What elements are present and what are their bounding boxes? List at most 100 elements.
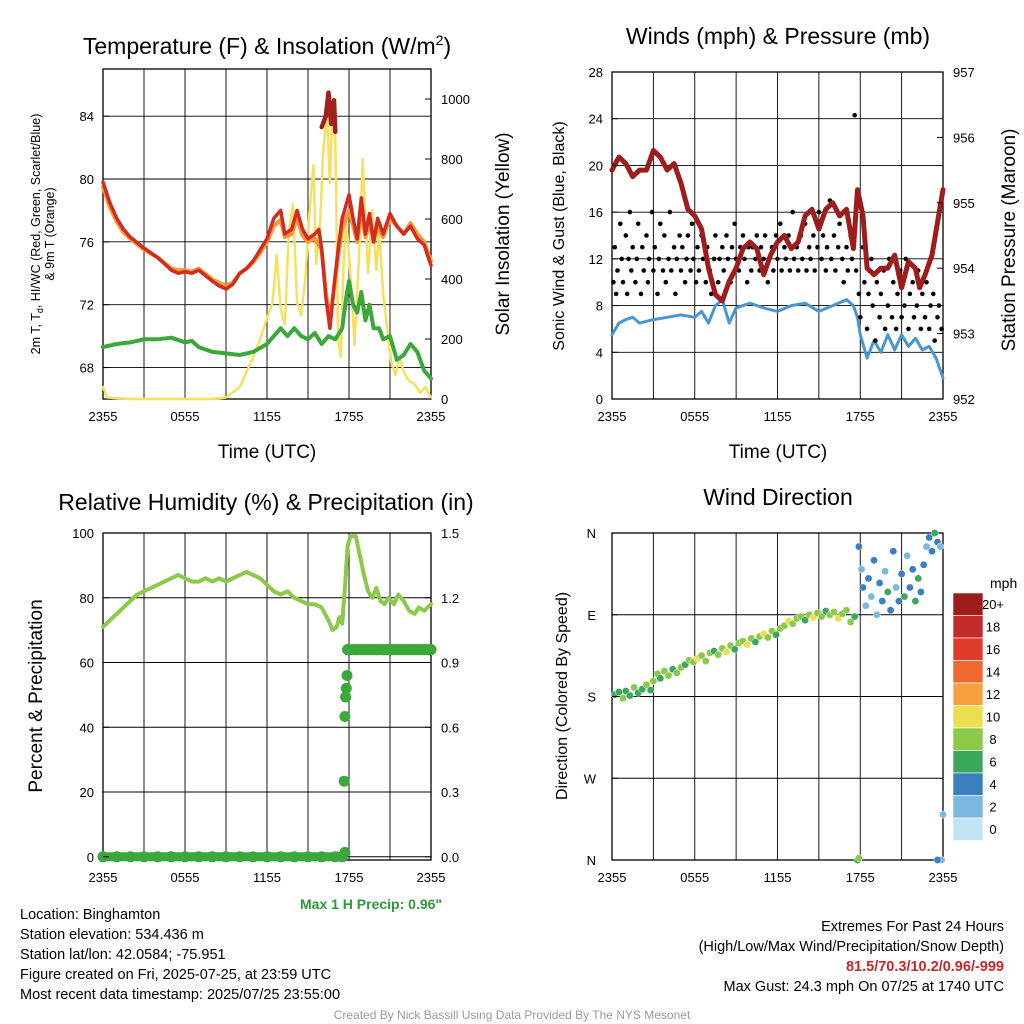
colorbar-label: 0 bbox=[989, 822, 996, 837]
gust-point bbox=[651, 268, 656, 273]
gust-point bbox=[758, 244, 764, 250]
rh-xtick-label: 2355 bbox=[89, 870, 118, 885]
dir-point bbox=[889, 547, 898, 556]
dir-point bbox=[892, 583, 900, 592]
extremes-info: Extremes For Past 24 Hours (High/Low/Max… bbox=[699, 917, 1004, 997]
gust-point bbox=[703, 279, 709, 285]
wind-ylabel-left: Sonic Wind & Gust (Blue, Black) bbox=[551, 121, 568, 350]
gust-point bbox=[914, 303, 920, 308]
precip-point bbox=[234, 851, 246, 863]
colorbar-swatch bbox=[952, 795, 984, 819]
station-info: Location: Binghamton Station elevation: … bbox=[20, 905, 340, 1005]
gust-point bbox=[611, 279, 616, 285]
gust-point bbox=[791, 256, 797, 262]
dir-point bbox=[930, 529, 939, 537]
precip-point bbox=[288, 851, 300, 863]
rh-ytick-label: 80 bbox=[80, 591, 94, 606]
gust-point bbox=[629, 268, 634, 273]
temp-line bbox=[101, 180, 433, 331]
gust-point bbox=[811, 233, 816, 238]
gust-point bbox=[696, 268, 702, 273]
precip-point bbox=[341, 670, 353, 681]
dir-title: Wind Direction bbox=[703, 484, 853, 510]
gust-point bbox=[761, 256, 766, 262]
gust-point bbox=[640, 244, 645, 250]
gust-point bbox=[627, 209, 633, 215]
temp-title: Temperature (F) & Insolation (W/m2) bbox=[83, 32, 451, 59]
gust-point bbox=[870, 303, 875, 308]
temp-panel: Temperature (F) & Insolation (W/m2) 2355… bbox=[29, 32, 514, 463]
colorbar-swatch bbox=[952, 750, 984, 774]
colorbar-swatch bbox=[952, 682, 984, 706]
gust-point bbox=[662, 233, 667, 238]
gust-point bbox=[893, 326, 899, 332]
gust-point bbox=[646, 256, 652, 262]
svg-text:2m T, Td, HI/WC (Red, Green, S: 2m T, Td, HI/WC (Red, Green, Scarlet/Blu… bbox=[29, 114, 45, 355]
dir-point bbox=[842, 606, 851, 615]
solar-line bbox=[101, 97, 433, 401]
dir-point bbox=[642, 680, 651, 689]
gust-point bbox=[852, 112, 857, 118]
gust-point bbox=[835, 244, 841, 250]
temp-ytick-right-label: 800 bbox=[441, 152, 463, 167]
gust-point bbox=[667, 209, 673, 215]
dir-point bbox=[664, 671, 673, 680]
gust-point bbox=[808, 256, 813, 262]
gust-point bbox=[906, 326, 911, 332]
wind-ytick-label: 12 bbox=[589, 252, 603, 267]
gust-point bbox=[682, 279, 688, 285]
gust-point bbox=[812, 268, 817, 273]
gust-point bbox=[935, 315, 940, 320]
dir-ytick-label: N bbox=[587, 853, 596, 868]
dir-ytick-label: N bbox=[587, 526, 596, 541]
gust-point bbox=[779, 268, 784, 273]
wind-ytick-label: 4 bbox=[596, 345, 603, 360]
dir-point bbox=[743, 640, 752, 649]
gust-point bbox=[882, 326, 888, 332]
dir-point bbox=[801, 616, 809, 625]
gust-point bbox=[878, 291, 884, 297]
temp-xlabel: Time (UTC) bbox=[218, 442, 317, 463]
precip-point bbox=[340, 682, 352, 694]
gust-point bbox=[895, 291, 900, 297]
temp-axes: 2355 0555 1155 1755 2355 68 72 76 80 84 0 200 400 600… bbox=[80, 92, 470, 424]
temp-ytick-right-label: 0 bbox=[441, 392, 448, 407]
temp-ytick-right-label: 400 bbox=[441, 272, 463, 287]
extremes-subtitle: (High/Low/Max Wind/Precipitation/Snow De… bbox=[698, 939, 1004, 955]
precip-point bbox=[338, 775, 350, 787]
gust-point bbox=[902, 303, 907, 308]
gust-point bbox=[677, 233, 682, 238]
gust-point bbox=[778, 221, 783, 227]
gust-point bbox=[841, 279, 846, 285]
rh-panel: Relative Humidity (%) & Precipitation (i… bbox=[26, 489, 474, 885]
gust-point bbox=[833, 268, 838, 273]
colorbar-swatch bbox=[952, 772, 984, 796]
rh-series-layer bbox=[97, 534, 437, 863]
wind-ytick-right-label: 952 bbox=[953, 392, 975, 407]
gust-point bbox=[864, 326, 870, 332]
dir-series-layer bbox=[611, 529, 947, 864]
extremes-values: 81.5/70.3/10.2/0.96/-999 bbox=[845, 959, 1004, 975]
gust-point bbox=[663, 279, 669, 285]
dir-ytick-label: S bbox=[587, 690, 596, 705]
dir-point bbox=[619, 694, 627, 703]
dir-panel: Wind Direction 2355 0555 1155 1755 2355NESWN… bbox=[554, 484, 1017, 885]
dir-point bbox=[884, 588, 892, 596]
precip-point bbox=[138, 851, 150, 863]
dir-point bbox=[875, 579, 884, 587]
gust-point bbox=[753, 256, 758, 262]
gust-point bbox=[837, 221, 842, 227]
wind-series-layer bbox=[609, 112, 946, 380]
dir-xtick-label: 2355 bbox=[929, 870, 958, 885]
gust-point bbox=[649, 209, 655, 215]
wind-line bbox=[610, 298, 945, 380]
dir-grid bbox=[612, 533, 943, 860]
colorbar-label: 16 bbox=[986, 642, 1000, 657]
gust-point bbox=[685, 233, 691, 238]
precip-point bbox=[152, 851, 164, 863]
gust-point bbox=[819, 256, 824, 262]
gust-point bbox=[626, 256, 631, 262]
gust-point bbox=[862, 279, 867, 285]
gust-point bbox=[771, 268, 776, 273]
dir-point bbox=[646, 686, 655, 694]
